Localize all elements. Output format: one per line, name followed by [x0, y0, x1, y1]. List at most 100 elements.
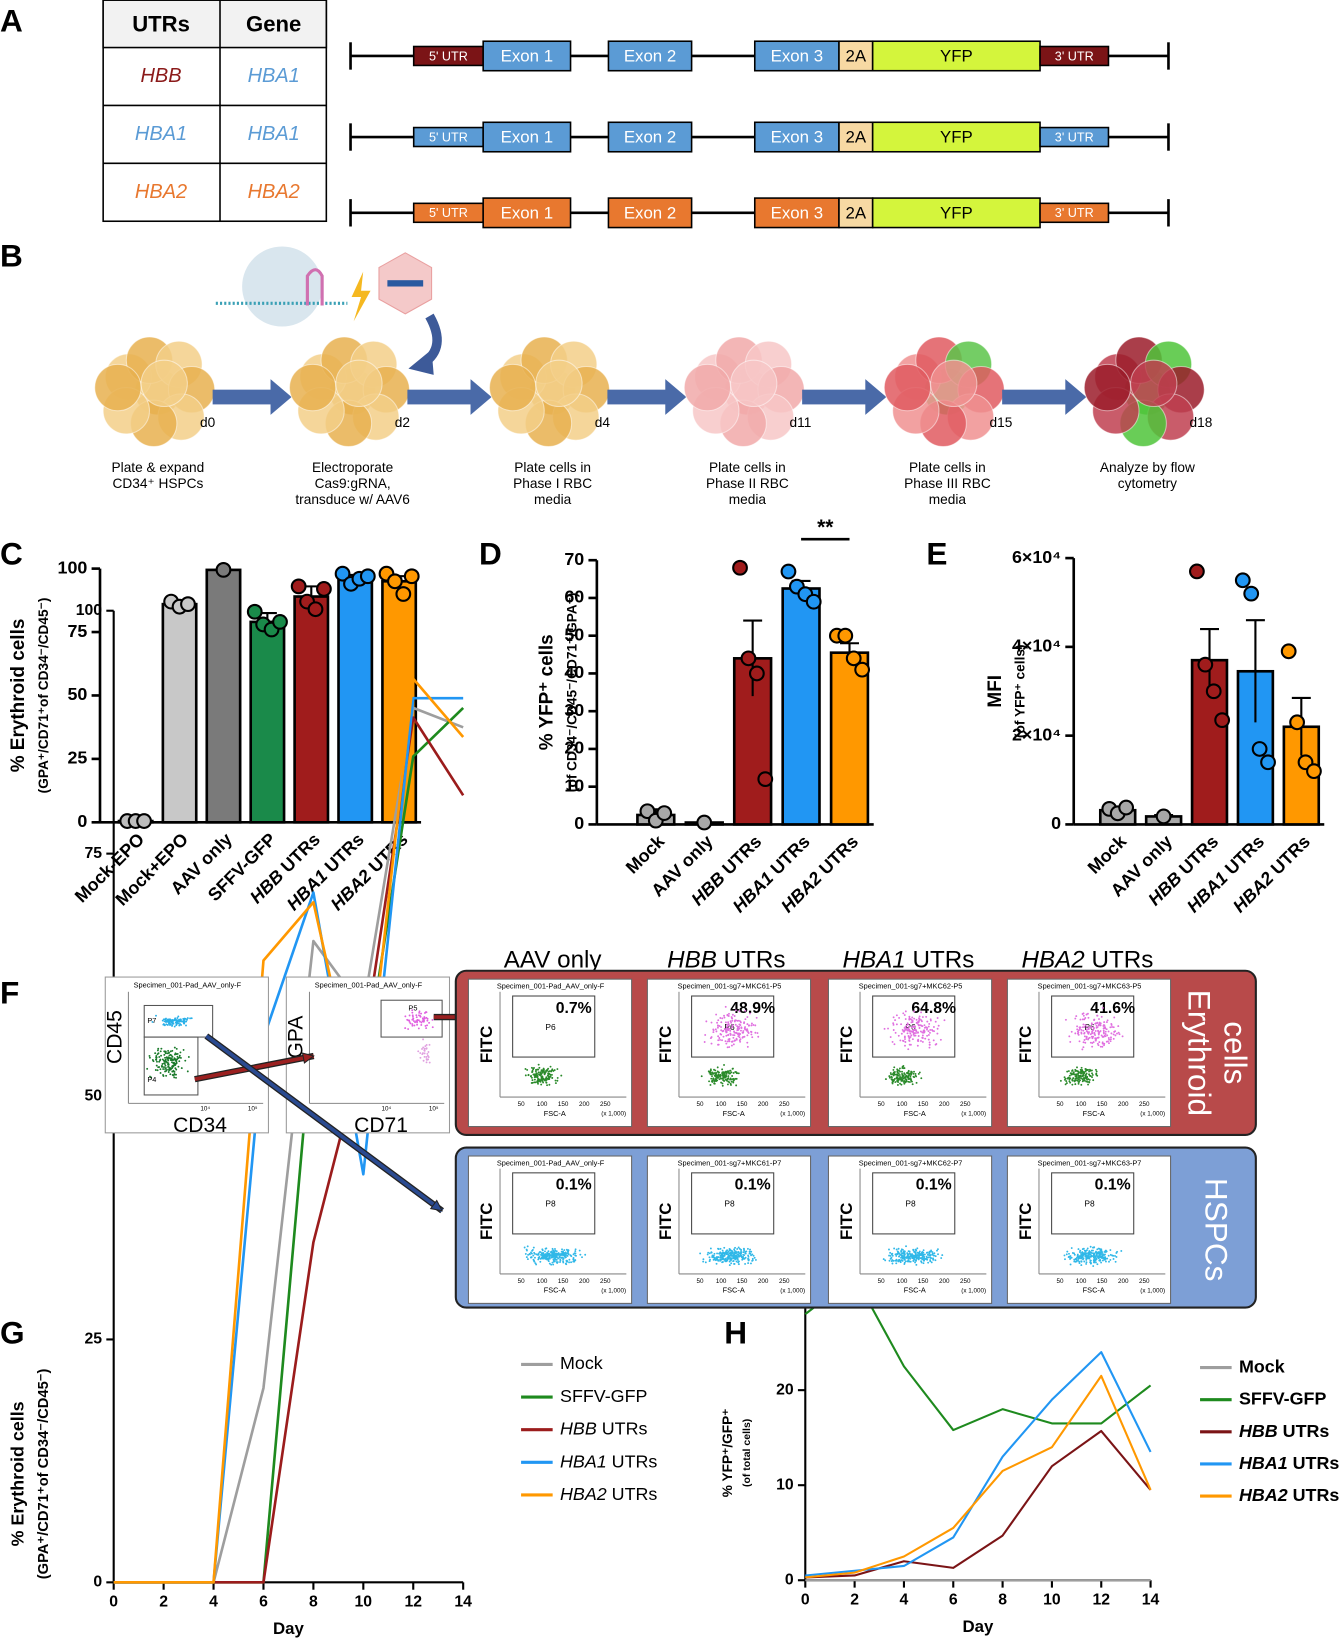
- day-label: d0: [200, 415, 216, 430]
- event: [920, 1011, 923, 1014]
- event: [1094, 1030, 1097, 1032]
- event: [911, 1083, 914, 1086]
- event: [893, 1247, 896, 1250]
- event: [746, 1023, 749, 1026]
- event: [916, 1252, 919, 1254]
- event: [1105, 1040, 1108, 1043]
- event: [167, 1063, 169, 1066]
- event: [554, 1248, 556, 1250]
- event: [934, 1259, 937, 1262]
- y-tick-label: 70: [564, 549, 584, 569]
- event: [425, 1058, 428, 1061]
- event: [1104, 1253, 1106, 1256]
- event: [1098, 1031, 1101, 1034]
- event: [1088, 1070, 1091, 1073]
- event: [728, 1081, 731, 1084]
- event: [739, 1251, 742, 1254]
- event: [1068, 1074, 1071, 1077]
- event: [555, 1261, 558, 1263]
- event: [1088, 1250, 1091, 1253]
- event: [721, 1039, 723, 1042]
- event: [710, 1042, 713, 1045]
- plot-axis-label: CD45: [103, 1010, 126, 1064]
- event: [1083, 1035, 1086, 1038]
- event: [709, 1247, 712, 1250]
- event: [724, 1070, 727, 1073]
- event: [1064, 1258, 1066, 1261]
- event: [170, 1054, 173, 1057]
- event: [893, 1066, 896, 1069]
- event: [551, 1255, 554, 1258]
- event: [905, 1024, 908, 1027]
- event: [902, 1256, 905, 1259]
- gate: [143, 1036, 199, 1096]
- event: [154, 1069, 157, 1071]
- plot-axis-label: FSC-A: [723, 1109, 745, 1118]
- event: [901, 1079, 904, 1082]
- event: [1076, 1066, 1078, 1069]
- event: [525, 1256, 528, 1259]
- event: [929, 1256, 932, 1259]
- event: [1092, 1254, 1095, 1257]
- event: [738, 1036, 741, 1039]
- event: [1069, 1077, 1072, 1080]
- event: [1095, 1070, 1098, 1073]
- event: [723, 1258, 725, 1261]
- event: [883, 1027, 886, 1030]
- event: [937, 1024, 940, 1027]
- event: [179, 1023, 181, 1025]
- event: [904, 1041, 907, 1043]
- event: [1078, 1027, 1081, 1030]
- event: [725, 1030, 728, 1033]
- event: [912, 1075, 915, 1078]
- data-point: [180, 596, 196, 613]
- event: [562, 1260, 565, 1263]
- event: [927, 1038, 930, 1041]
- event: [744, 1009, 747, 1012]
- event: [541, 1080, 544, 1083]
- event: [721, 1255, 724, 1258]
- event: [175, 1059, 178, 1061]
- event: [563, 1249, 566, 1251]
- event: [901, 1075, 904, 1078]
- event: [536, 1068, 539, 1071]
- event: [723, 1076, 726, 1079]
- event: [530, 1256, 533, 1259]
- y-tick-label: 100: [58, 557, 88, 577]
- specimen-label: Specimen_001-sg7+MKC61-P5: [678, 981, 782, 990]
- event: [1070, 1073, 1073, 1076]
- x-axis-label: Day: [962, 1617, 994, 1636]
- data-point: [837, 627, 854, 644]
- event: [1078, 1251, 1081, 1253]
- event: [1078, 1260, 1081, 1263]
- event: [936, 1027, 939, 1030]
- event: [411, 1014, 414, 1017]
- event: [171, 1022, 174, 1025]
- event: [543, 1073, 546, 1076]
- event: [1094, 1039, 1097, 1041]
- flow-plot: [1006, 978, 1172, 1128]
- event: [713, 1257, 716, 1260]
- event-dots: [524, 1063, 563, 1087]
- event: [908, 1260, 911, 1263]
- table-header: UTRs: [132, 11, 190, 36]
- event: [1084, 1070, 1087, 1073]
- event: [171, 1061, 173, 1064]
- x-tick-label: 8: [309, 1594, 318, 1611]
- flow-arrow-head: [270, 379, 292, 415]
- day-label: d11: [790, 415, 812, 430]
- event: [912, 1025, 915, 1028]
- event: [1095, 1072, 1098, 1075]
- event: [431, 1026, 434, 1029]
- event: [1092, 1249, 1094, 1252]
- event: [422, 1038, 425, 1041]
- event: [929, 1019, 932, 1022]
- event: [552, 1259, 555, 1262]
- gate: [512, 995, 596, 1058]
- event: [749, 1248, 751, 1251]
- event: [544, 1250, 546, 1253]
- event: [1063, 1076, 1066, 1079]
- event: [540, 1252, 543, 1255]
- event: [894, 1253, 897, 1256]
- gate-label: P7: [147, 1016, 156, 1025]
